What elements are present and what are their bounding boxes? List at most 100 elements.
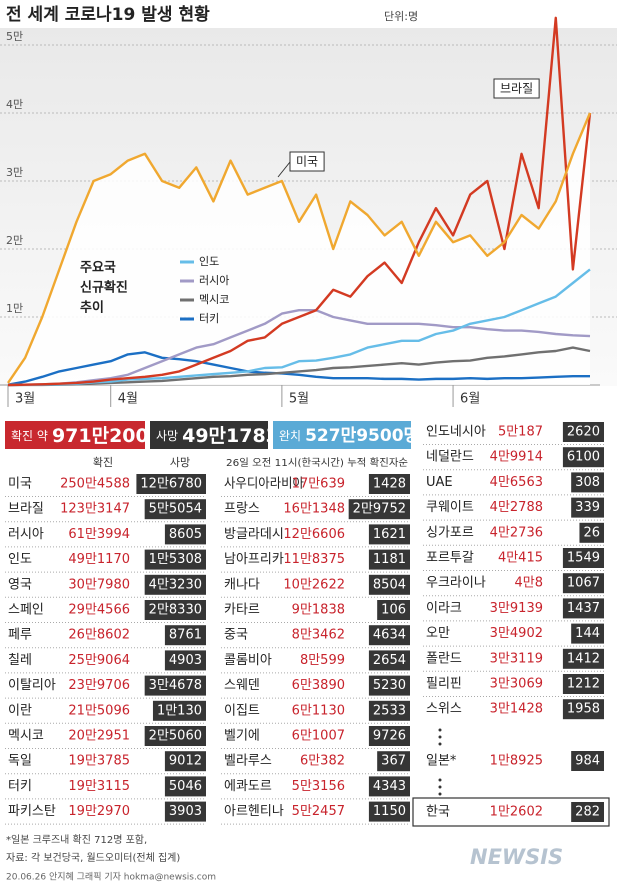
column-header: 확진 bbox=[93, 456, 113, 469]
country-name: 페루 bbox=[8, 628, 32, 643]
death-count: 339 bbox=[575, 500, 600, 515]
confirmed-count: 3만3119 bbox=[490, 651, 543, 666]
confirmed-count: 16만1348 bbox=[283, 502, 345, 517]
confirmed-count: 19만3115 bbox=[68, 779, 130, 794]
death-count: 12만6780 bbox=[140, 477, 202, 492]
country-name: 일본* bbox=[426, 754, 457, 769]
confirmed-count: 23만9706 bbox=[68, 678, 130, 693]
country-name: 카타르 bbox=[224, 603, 260, 618]
death-box bbox=[571, 751, 604, 771]
x-tick-label: 6월 bbox=[460, 392, 480, 407]
callout-box bbox=[289, 151, 325, 172]
confirmed-count: 3만9139 bbox=[490, 601, 543, 616]
confirmed-count: 4만2788 bbox=[490, 500, 543, 515]
y-tick-label: 5만 bbox=[6, 30, 23, 43]
country-name: 이집트 bbox=[224, 703, 260, 718]
footnote: 자료: 각 보건당국, 월드오미터(전체 집계) bbox=[6, 852, 180, 864]
death-box bbox=[571, 472, 604, 493]
death-box bbox=[164, 524, 206, 545]
death-box bbox=[562, 422, 604, 442]
death-box bbox=[368, 650, 410, 671]
country-name: 멕시코 bbox=[8, 729, 44, 744]
death-count: 1621 bbox=[373, 527, 406, 542]
death-box bbox=[368, 549, 410, 570]
death-count: 2533 bbox=[373, 703, 406, 718]
death-count: 1150 bbox=[373, 804, 406, 819]
confirmed-count: 9만1838 bbox=[292, 603, 345, 618]
confirmed-count: 4만6563 bbox=[490, 475, 543, 490]
x-tick-label: 3월 bbox=[15, 392, 35, 407]
death-count: 2만8330 bbox=[149, 603, 202, 618]
death-box bbox=[562, 447, 604, 468]
death-box bbox=[152, 700, 206, 721]
country-name: 브라질 bbox=[8, 502, 44, 517]
confirmed-count: 5만187 bbox=[498, 425, 543, 440]
death-box bbox=[368, 524, 410, 545]
death-count: 5046 bbox=[169, 779, 202, 794]
death-count: 308 bbox=[575, 475, 600, 490]
death-count: 4903 bbox=[169, 653, 202, 668]
death-box bbox=[368, 801, 410, 822]
confirmed-count: 6만1007 bbox=[292, 729, 345, 744]
country-name: 아르헨티나 bbox=[224, 804, 284, 819]
x-tick-label: 5월 bbox=[289, 392, 309, 407]
country-name: 영국 bbox=[8, 577, 32, 592]
death-count: 26 bbox=[583, 525, 600, 540]
country-name: 한국 bbox=[426, 805, 450, 820]
country-name: 프랑스 bbox=[224, 502, 260, 517]
country-name: 필리핀 bbox=[426, 677, 462, 692]
confirmed-count: 12만6606 bbox=[283, 527, 345, 542]
unit-label: 단위:명 bbox=[384, 10, 418, 23]
callout-label: 브라질 bbox=[500, 82, 533, 96]
death-count: 1437 bbox=[567, 601, 600, 616]
death-count: 5230 bbox=[373, 678, 406, 693]
y-tick-label: 3만 bbox=[6, 166, 23, 179]
callout-label: 미국 bbox=[296, 155, 318, 169]
death-count: 8504 bbox=[373, 577, 406, 592]
confirmed-count: 3만4902 bbox=[490, 626, 543, 641]
country-name: 오만 bbox=[426, 626, 450, 641]
death-box bbox=[164, 751, 206, 772]
death-count: 1067 bbox=[567, 576, 600, 591]
death-count: 1212 bbox=[567, 677, 600, 692]
country-name: 싱가포르 bbox=[426, 525, 474, 540]
country-name: 콜롬비아 bbox=[224, 653, 272, 668]
country-name: 폴란드 bbox=[426, 651, 462, 666]
confirmed-count: 123만3147 bbox=[60, 502, 130, 517]
death-count: 1만130 bbox=[157, 703, 202, 718]
death-box bbox=[144, 549, 206, 570]
country-name: UAE bbox=[426, 475, 453, 490]
legend-label: 멕시코 bbox=[199, 293, 229, 306]
country-name: 캐나다 bbox=[224, 577, 260, 592]
death-box bbox=[144, 726, 206, 746]
confirmed-count: 49만1170 bbox=[68, 552, 130, 567]
y-tick-label: 4만 bbox=[6, 98, 23, 111]
death-count: 106 bbox=[381, 603, 406, 618]
death-count: 1958 bbox=[567, 702, 600, 717]
death-count: 1549 bbox=[567, 551, 600, 566]
country-name: 포르투갈 bbox=[426, 551, 474, 566]
death-box bbox=[377, 600, 410, 620]
confirmed-count: 10만2622 bbox=[283, 577, 345, 592]
callout-leader bbox=[277, 161, 291, 178]
confirmed-count: 8만3462 bbox=[292, 628, 345, 643]
country-name: 스페인 bbox=[8, 603, 44, 618]
confirmed-count: 20만2951 bbox=[68, 729, 130, 744]
watermark: NEWSIS bbox=[470, 845, 563, 869]
death-box bbox=[377, 751, 410, 772]
death-box bbox=[164, 650, 206, 671]
country-name: 사우디아라비아 bbox=[224, 477, 304, 492]
death-count: 1만5308 bbox=[149, 552, 202, 567]
y-tick-label: 2만 bbox=[6, 234, 23, 247]
ellipsis bbox=[438, 728, 442, 796]
death-count: 8605 bbox=[169, 527, 202, 542]
country-name: 미국 bbox=[8, 477, 32, 492]
confirmed-count: 5만2457 bbox=[292, 804, 345, 819]
confirmed-count: 19만2970 bbox=[68, 804, 130, 819]
death-count: 4만3230 bbox=[149, 577, 202, 592]
confirmed-count: 3만3069 bbox=[490, 677, 543, 692]
death-box bbox=[562, 548, 604, 568]
country-name: 벨기에 bbox=[224, 729, 260, 744]
country-name: 인도네시아 bbox=[426, 425, 486, 440]
